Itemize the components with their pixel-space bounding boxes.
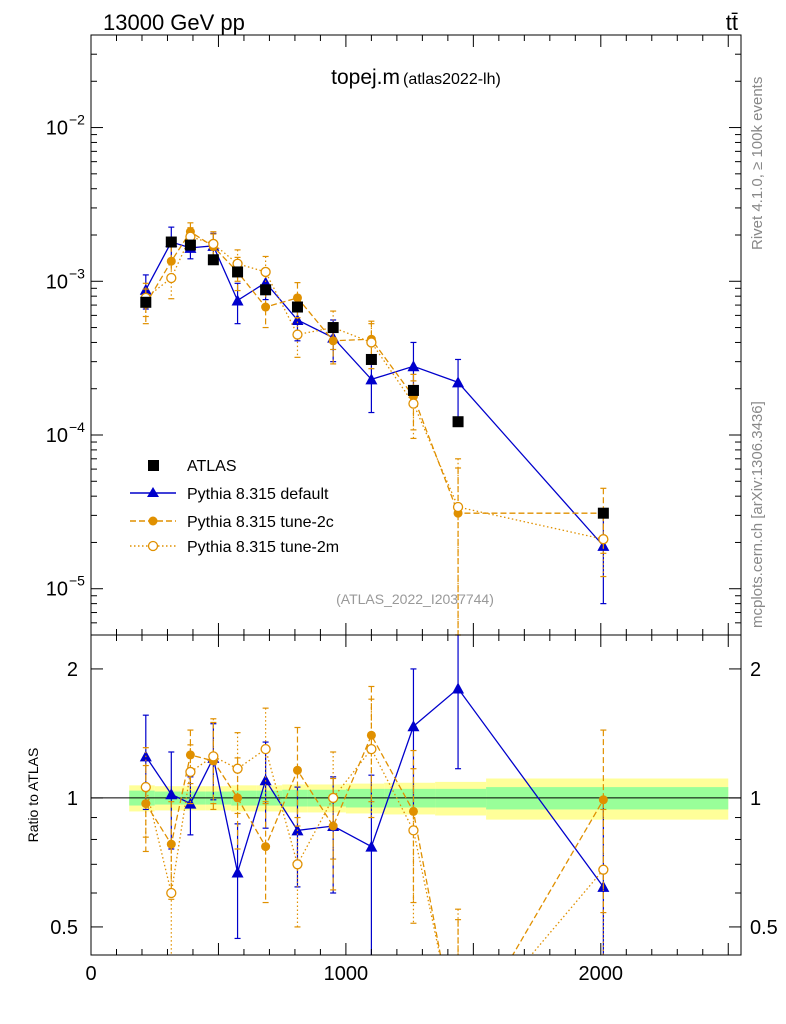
ratio-line-pythia-8-315-default — [145, 687, 604, 888]
point-atlas — [597, 507, 609, 519]
point-pythia-8-315-tune-2c — [261, 302, 271, 312]
ratio-point-pythia-8-315-tune-2m — [208, 751, 219, 762]
point-pythia-8-315-tune-2m — [208, 238, 219, 250]
legend-marker-tune-2m — [147, 540, 159, 552]
point-atlas — [184, 239, 196, 251]
ratio-point-pythia-8-315-tune-2c — [328, 821, 338, 831]
point-atlas — [365, 353, 377, 365]
y-tick-label: 10 — [46, 425, 68, 447]
ratio-point-pythia-8-315-tune-2m — [292, 859, 303, 870]
analysis-label: (ATLAS_2022_I2037744) — [336, 591, 494, 607]
point-atlas — [327, 322, 339, 334]
ratio-point-pythia-8-315-default — [165, 788, 178, 800]
point-atlas — [140, 296, 152, 308]
x-tick-label: 1000 — [324, 963, 369, 985]
point-pythia-8-315-tune-2m — [452, 501, 464, 513]
point-pythia-8-315-tune-2m — [408, 398, 419, 409]
point-atlas — [232, 266, 244, 278]
point-pythia-8-315-tune-2c — [166, 256, 176, 266]
main-panel-series — [139, 222, 610, 636]
ratio-line-pythia-8-315-tune-2m — [145, 747, 604, 955]
legend-label-tune-2c: Pythia 8.315 tune-2c — [187, 514, 334, 531]
legend-marker-default — [147, 487, 159, 497]
y-tick-exponent: −5 — [69, 573, 85, 589]
point-pythia-8-315-tune-2c — [328, 336, 338, 346]
point-pythia-8-315-default — [291, 313, 304, 325]
y-tick-exponent: −2 — [69, 112, 85, 128]
point-pythia-8-315-default — [231, 294, 244, 306]
ratio-point-pythia-8-315-tune-2m — [328, 792, 339, 804]
ratio-point-pythia-8-315-tune-2m — [366, 743, 377, 755]
ratio-point-pythia-8-315-default — [452, 682, 465, 694]
ratio-point-pythia-8-315-tune-2m — [232, 763, 243, 774]
ratio-axis-label: Ratio to ATLAS — [25, 748, 41, 843]
point-atlas — [165, 236, 177, 248]
ratio-point-pythia-8-315-tune-2c — [292, 765, 302, 775]
x-axis-ticks: 0 1000 2000 — [85, 35, 729, 985]
point-pythia-8-315-tune-2m — [260, 266, 271, 278]
point-pythia-8-315-tune-2m — [166, 272, 177, 284]
ratio-point-pythia-8-315-tune-2m — [260, 743, 271, 755]
point-atlas — [291, 301, 303, 313]
ratio-point-pythia-8-315-default — [231, 866, 244, 878]
plot-title: topej.m — [331, 66, 400, 89]
y-tick-exponent: −4 — [69, 419, 85, 435]
point-pythia-8-315-tune-2c — [292, 293, 302, 303]
ratio-y-tick-label-right: 2 — [750, 659, 761, 681]
point-atlas — [260, 284, 272, 296]
point-pythia-8-315-tune-2m — [598, 534, 609, 545]
rivet-version-label: Rivet 4.1.0, ≥ 100k events — [749, 77, 766, 250]
ratio-series-pythia-8-315-tune-2c — [141, 685, 608, 955]
point-pythia-8-315-default — [407, 360, 420, 372]
ratio-point-pythia-8-315-tune-2c — [261, 842, 271, 852]
legend-label-atlas: ATLAS — [187, 458, 237, 475]
ratio-point-pythia-8-315-tune-2m — [166, 887, 177, 899]
ratio-y-tick-label-left: 2 — [67, 659, 78, 681]
plot-subtitle: (atlas2022-lh) — [403, 71, 501, 88]
point-pythia-8-315-default — [365, 373, 378, 385]
ratio-point-pythia-8-315-tune-2c — [408, 806, 418, 816]
ratio-y-tick-label-right: 0.5 — [750, 917, 778, 939]
point-atlas — [407, 384, 419, 396]
ratio-panel-frame — [90, 634, 742, 956]
y-tick-label: 10 — [46, 118, 68, 140]
legend-marker-atlas — [148, 460, 159, 471]
ratio-point-pythia-8-315-tune-2m — [408, 825, 419, 836]
y-tick-label: 10 — [46, 579, 68, 601]
point-pythia-8-315-tune-2m — [292, 329, 303, 340]
point-pythia-8-315-default — [452, 376, 465, 388]
point-atlas — [452, 416, 464, 428]
ratio-point-pythia-8-315-tune-2m — [598, 864, 609, 875]
ratio-point-pythia-8-315-tune-2c — [598, 795, 608, 805]
point-pythia-8-315-tune-2m — [366, 337, 377, 348]
header-energy-label: 13000 GeV pp — [103, 10, 245, 35]
x-tick-label: 2000 — [579, 963, 624, 985]
x-tick-label: 0 — [85, 963, 96, 985]
ratio-panel-series — [139, 635, 610, 955]
point-atlas — [207, 254, 219, 266]
mcplots-label: mcplots.cern.ch [arXiv:1306.3436] — [749, 401, 766, 628]
legend-label-tune-2m: Pythia 8.315 tune-2m — [187, 539, 339, 556]
y-tick-exponent: −3 — [69, 265, 85, 281]
legend-label-default: Pythia 8.315 default — [187, 486, 329, 503]
header-process-label: tt̄ — [726, 10, 738, 35]
ratio-y-tick-label-left: 0.5 — [50, 917, 78, 939]
ratio-point-pythia-8-315-tune-2c — [141, 799, 151, 809]
ratio-point-pythia-8-315-tune-2m — [140, 781, 151, 793]
ratio-panel-ticks: 0.5 0.5 1 1 2 2 — [50, 659, 778, 939]
ratio-y-tick-label-right: 1 — [750, 788, 761, 810]
ratio-point-pythia-8-315-default — [407, 720, 420, 732]
legend: ATLAS Pythia 8.315 default Pythia 8.315 … — [130, 458, 339, 556]
ratio-series-pythia-8-315-tune-2m — [140, 698, 609, 955]
ratio-point-pythia-8-315-tune-2m — [185, 766, 196, 778]
main-panel-ticks: 10−510−410−310−2 — [46, 34, 741, 624]
ratio-y-tick-label-left: 1 — [67, 788, 78, 810]
y-tick-label: 10 — [46, 271, 68, 293]
ratio-point-pythia-8-315-default — [259, 774, 272, 786]
ratio-point-pythia-8-315-tune-2c — [185, 750, 195, 760]
legend-marker-tune-2c — [148, 516, 158, 526]
ratio-point-pythia-8-315-default — [365, 840, 378, 852]
